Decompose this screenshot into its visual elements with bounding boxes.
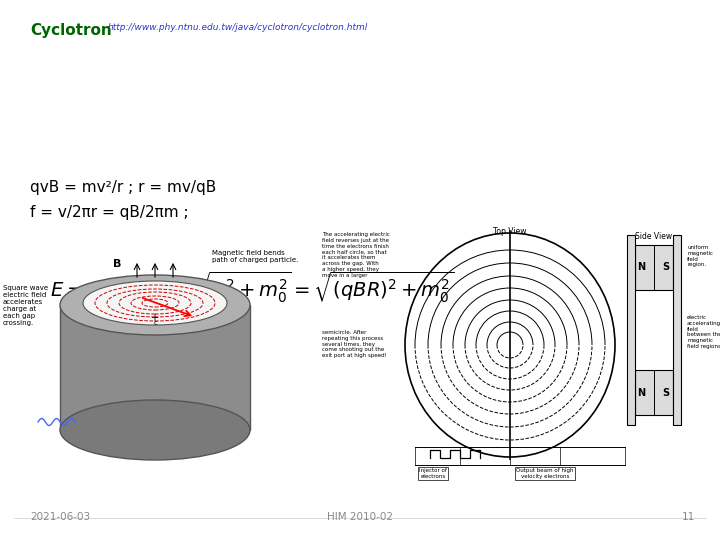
Text: Cyclotron: Cyclotron (30, 23, 112, 38)
Text: N: N (637, 388, 645, 397)
Text: uniform
magnetic
field
region.: uniform magnetic field region. (687, 245, 713, 267)
Ellipse shape (60, 275, 250, 335)
Ellipse shape (60, 400, 250, 460)
Bar (635, 245, 673, 290)
Text: 2021-06-03: 2021-06-03 (30, 512, 90, 522)
Bar (627, 235, 635, 425)
Text: http://www.phy.ntnu.edu.tw/java/cyclotron/cyclotron.html: http://www.phy.ntnu.edu.tw/java/cyclotro… (108, 23, 368, 32)
Text: Injector of
electrons: Injector of electrons (419, 468, 447, 479)
Text: +: + (150, 313, 158, 323)
Bar (635, 370, 673, 415)
Text: c: c (154, 320, 158, 326)
Text: Square wave
electric field
accelerates
charge at
each gap
crossing.: Square wave electric field accelerates c… (3, 285, 48, 326)
Text: semicircle. After
repeating this process
several times, they
come shooting out t: semicircle. After repeating this process… (322, 330, 387, 358)
Text: S: S (662, 262, 670, 273)
Ellipse shape (83, 281, 227, 325)
Text: Output beam of high
velocity electrons: Output beam of high velocity electrons (516, 468, 574, 479)
Text: qvB = mv²/r ; r = mv/qB: qvB = mv²/r ; r = mv/qB (30, 180, 216, 195)
Text: 11: 11 (682, 512, 695, 522)
Text: N: N (637, 262, 645, 273)
Text: The accelerating electric
field reverses just at the
time the electrons finish
e: The accelerating electric field reverses… (322, 232, 390, 278)
Text: $E = m = \gamma m_0 = \sqrt{p^2 + m_0^2} = \sqrt{(qBR)^2 + m_0^2}$: $E = m = \gamma m_0 = \sqrt{p^2 + m_0^2}… (50, 270, 454, 305)
Text: f = v/2πr = qB/2πm ;: f = v/2πr = qB/2πm ; (30, 205, 189, 220)
Text: electric
accelerating
field
between the
magnetic
field regions.: electric accelerating field between the … (687, 315, 720, 349)
Text: S: S (662, 388, 670, 397)
Bar (60, 305, 250, 430)
Bar (673, 235, 681, 425)
Text: Magnetic field bends
path of charged particle.: Magnetic field bends path of charged par… (212, 250, 298, 263)
Text: Top View: Top View (493, 227, 527, 236)
Text: B: B (113, 259, 122, 269)
Ellipse shape (405, 233, 615, 457)
Text: HIM 2010-02: HIM 2010-02 (327, 512, 393, 522)
Text: Side View: Side View (636, 232, 672, 241)
